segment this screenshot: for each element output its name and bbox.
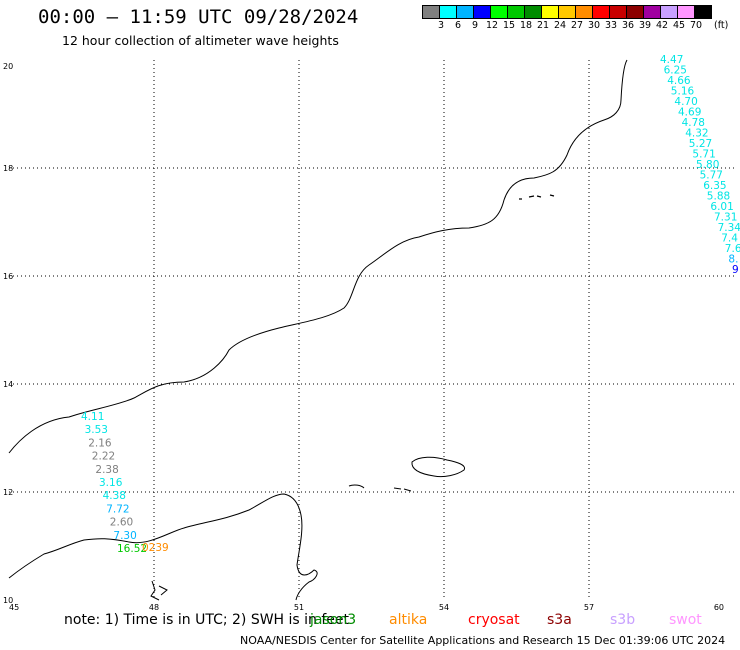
satellite-legend-item-altika: altika xyxy=(389,612,428,628)
coastline-arabian-peninsula xyxy=(8,59,628,454)
swh-label-west-track: 16.52 xyxy=(117,543,147,555)
color-swatch xyxy=(456,5,474,19)
color-swatch-label: 27 xyxy=(570,20,584,31)
color-swatch-label: 9 xyxy=(471,20,479,31)
swh-label-west-track: 2.38 xyxy=(95,464,118,476)
swh-label-east-track: 9 xyxy=(732,264,739,276)
coastline-fragment-south xyxy=(150,580,168,601)
satellite-legend-item-cryosat: cryosat xyxy=(468,612,520,628)
note-text: note: 1) Time is in UTC; 2) SWH is in fe… xyxy=(64,612,350,628)
swh-label-east-track: 7.4 xyxy=(721,233,738,245)
swh-label-east-track: 6.35 xyxy=(703,180,726,192)
color-swatch-label: 36 xyxy=(621,20,635,31)
color-swatch-label: 18 xyxy=(519,20,533,31)
color-scale-unit: (ft) xyxy=(714,20,729,31)
color-swatch xyxy=(507,5,525,19)
swh-label-west-track: 3.53 xyxy=(85,424,108,436)
color-swatch-label: 45 xyxy=(672,20,686,31)
swh-label-east-track: 5.16 xyxy=(671,86,695,98)
satellite-legend-item-s3b: s3b xyxy=(610,612,636,628)
chart-subtitle: 12 hour collection of altimeter wave hei… xyxy=(62,33,339,48)
swh-label-west-track: 7.30 xyxy=(113,530,136,542)
color-swatch-label: 24 xyxy=(553,20,567,31)
y-tick-label: 12 xyxy=(3,488,13,497)
swh-label-east-track: 5.80 xyxy=(696,159,719,171)
color-swatch xyxy=(660,5,678,19)
swh-label-east-track: 5.88 xyxy=(707,191,730,203)
color-swatch-label: 3 xyxy=(437,20,445,31)
swh-label-east-track: 8. xyxy=(728,254,738,266)
color-swatch xyxy=(609,5,627,19)
color-swatch-label: 33 xyxy=(604,20,618,31)
swh-label-altika: 0239 xyxy=(142,542,169,554)
swh-label-east-track: 7.31 xyxy=(714,212,737,224)
color-swatch-label: 42 xyxy=(655,20,669,31)
island-abd-al-kuri xyxy=(348,484,412,492)
color-swatch xyxy=(439,5,457,19)
x-tick-label: 54 xyxy=(439,603,449,612)
swh-label-west-track: 2.22 xyxy=(92,451,115,463)
color-swatch xyxy=(524,5,542,19)
color-swatch-label: 12 xyxy=(485,20,499,31)
color-swatch xyxy=(541,5,559,19)
swh-label-east-track: 5.27 xyxy=(689,138,712,150)
satellite-legend-item-jason3: jason3 xyxy=(310,612,357,628)
color-swatch xyxy=(592,5,610,19)
chart-title: 00:00 – 11:59 UTC 09/28/2024 xyxy=(38,6,359,28)
color-swatch-label: 21 xyxy=(536,20,550,31)
coastline-horn-of-africa xyxy=(8,493,318,601)
swh-label-east-track: 4.69 xyxy=(678,107,701,119)
color-swatch xyxy=(626,5,644,19)
swh-label-west-track: 4.11 xyxy=(81,411,104,423)
x-tick-label: 57 xyxy=(584,603,594,612)
swh-label-east-track: 4.32 xyxy=(685,128,708,140)
x-tick-label: 51 xyxy=(294,603,304,612)
swh-label-east-track: 7.6 xyxy=(725,243,740,255)
color-swatch xyxy=(473,5,491,19)
color-swatch xyxy=(422,5,440,19)
island-socotra xyxy=(411,456,466,478)
y-tick-label: 16 xyxy=(3,272,13,281)
x-tick-label: 48 xyxy=(149,603,159,612)
credit-text: NOAA/NESDIS Center for Satellite Applica… xyxy=(240,634,726,647)
swh-label-west-track: 2.60 xyxy=(110,517,133,529)
swh-label-east-track: 5.71 xyxy=(692,149,715,161)
y-tick-label: 10 xyxy=(3,596,13,605)
y-tick-label: 14 xyxy=(3,380,13,389)
color-swatch xyxy=(490,5,508,19)
swh-label-west-track: 2.16 xyxy=(88,437,112,449)
swh-label-east-track: 6.25 xyxy=(664,65,687,77)
satellite-legend-item-swot: swot xyxy=(669,612,702,628)
color-swatch xyxy=(694,5,712,19)
swh-label-east-track: 7.34 xyxy=(718,222,740,234)
color-swatch xyxy=(575,5,593,19)
wave-height-map: 4.476.254.665.164.704.694.784.325.275.71… xyxy=(3,54,740,612)
color-swatch-label: 39 xyxy=(638,20,652,31)
swh-label-east-track: 6.01 xyxy=(710,201,733,213)
color-swatch xyxy=(643,5,661,19)
swh-label-west-track: 3.16 xyxy=(99,477,123,489)
color-swatch-label: 70 xyxy=(689,20,703,31)
color-swatch xyxy=(558,5,576,19)
color-scale-bar xyxy=(422,5,712,19)
satellite-legend-item-s3a: s3a xyxy=(547,612,572,628)
y-tick-label: 20 xyxy=(3,62,13,71)
y-tick-label: 18 xyxy=(3,164,13,173)
swh-label-west-track: 4.38 xyxy=(103,490,126,502)
swh-label-east-track: 4.70 xyxy=(674,96,697,108)
color-swatch-label: 15 xyxy=(502,20,516,31)
swh-label-east-track: 4.66 xyxy=(667,75,691,87)
swh-label-east-track: 5.77 xyxy=(700,170,723,182)
swh-label-east-track: 4.47 xyxy=(660,54,683,66)
x-tick-label: 60 xyxy=(714,603,724,612)
color-swatch-label: 6 xyxy=(454,20,462,31)
color-scale-labels: 3 6 9 12 15 18 21 24 27 30 33 36 39 42 45 70 xyxy=(422,20,740,32)
swh-label-east-track: 4.78 xyxy=(682,117,705,129)
color-swatch xyxy=(677,5,695,19)
islands-kuria-muria xyxy=(519,194,555,200)
swh-label-west-track: 7.72 xyxy=(106,503,129,515)
color-swatch-label: 30 xyxy=(587,20,601,31)
x-tick-label: 45 xyxy=(9,603,19,612)
